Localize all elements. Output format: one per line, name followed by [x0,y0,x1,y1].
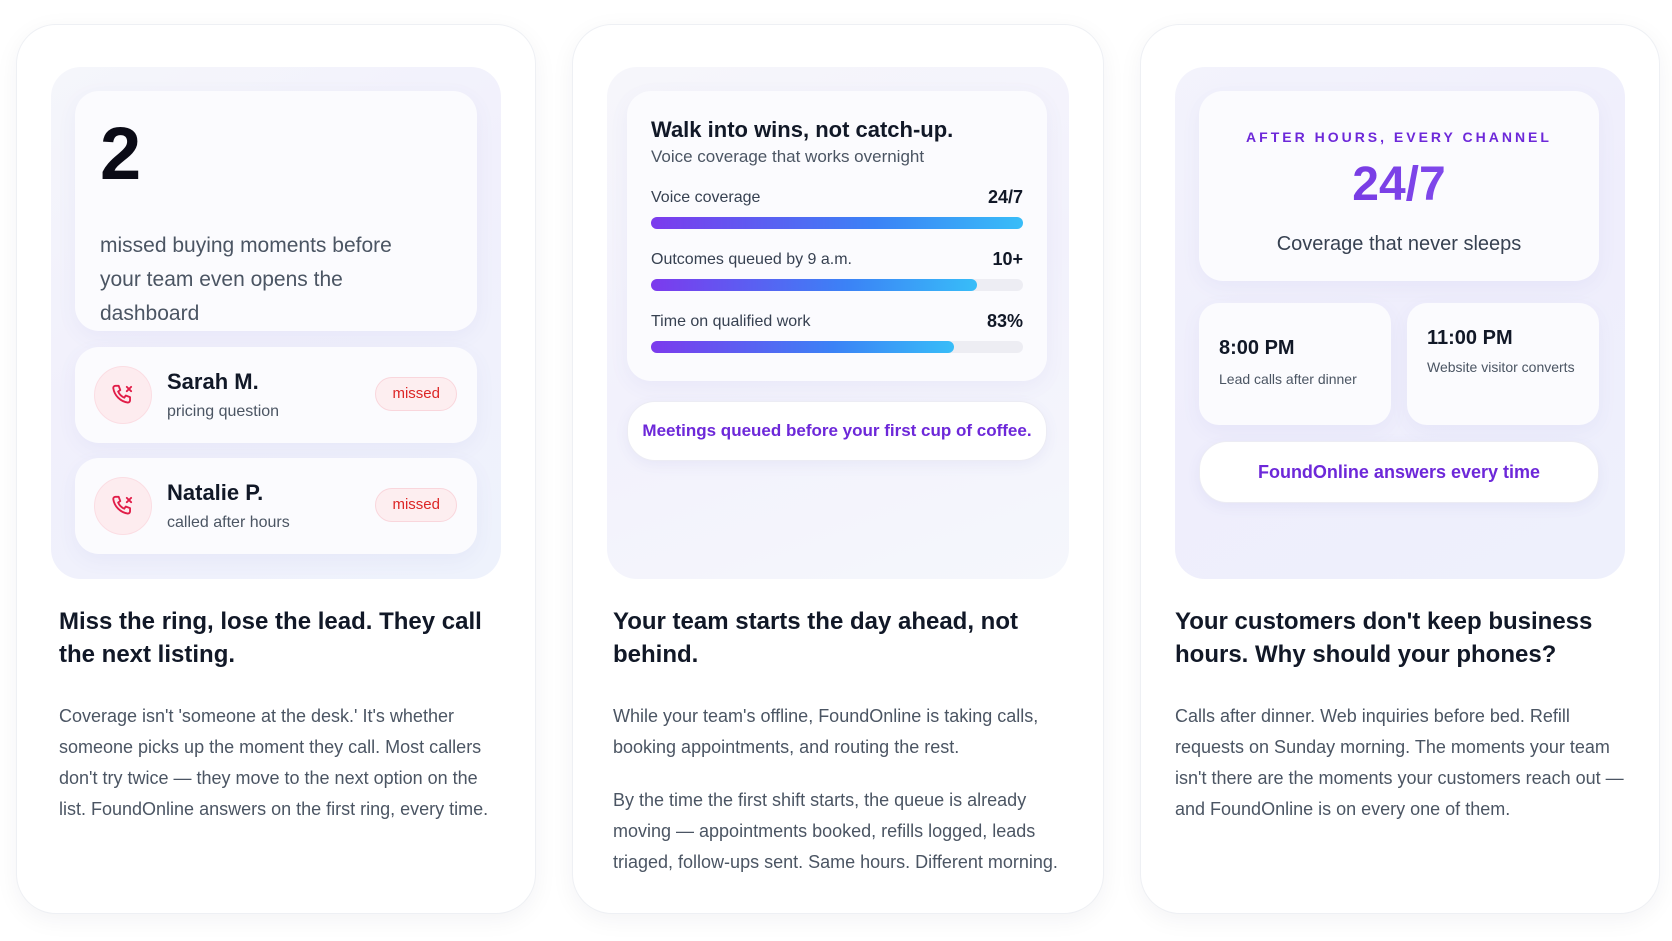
meetings-queued-pill: Meetings queued before your first cup of… [627,401,1047,461]
card-body: By the time the first shift starts, the … [613,790,1058,872]
metrics-box: Walk into wins, not catch-up. Voice cove… [627,91,1047,381]
metrics-title: Walk into wins, not catch-up. [651,117,954,142]
caller-detail: called after hours [167,514,290,531]
missed-count: 2 [100,112,142,195]
caller-name: Sarah M. [167,369,259,394]
time-card: 11:00 PM Website visitor converts [1407,303,1599,425]
caller-row: Sarah M. pricing question missed [75,347,477,443]
card-body: While your team's offline, FoundOnline i… [613,706,1039,757]
time-description: Lead calls after dinner [1219,371,1357,387]
metric-label: Time on qualified work [651,313,811,330]
progress-fill [651,341,955,353]
progress-fill [651,217,1023,229]
caller-name: Natalie P. [167,480,264,505]
card-heading: Your customers don't keep business hours… [1175,608,1593,668]
missed-stat-box: 2 missed buying moments before your team… [75,91,477,331]
metric-label: Voice coverage [651,189,761,206]
metric-value: 83% [986,311,1023,331]
time-label: 11:00 PM [1427,327,1513,349]
missed-badge: missed [375,488,457,522]
after-hours-panel: AFTER HOURS, EVERY CHANNEL 24/7 Coverage… [1175,67,1625,579]
missed-badge: missed [375,377,457,411]
caller-detail: pricing question [167,403,280,420]
phone-missed-icon [94,477,152,535]
team-ahead-card: Walk into wins, not catch-up. Voice cove… [572,24,1104,914]
metrics-subtitle: Voice coverage that works overnight [651,147,925,166]
missed-stat-text: missed buying moments before your team e… [100,234,392,325]
phone-missed-icon [94,366,152,424]
card-heading: Miss the ring, lose the lead. They call … [59,608,482,668]
progress-fill [651,279,977,291]
missed-moments-card: 2 missed buying moments before your team… [16,24,536,914]
coverage-subtitle: Coverage that never sleeps [1276,233,1522,255]
caller-row: Natalie P. called after hours missed [75,458,477,554]
card-body: Calls after dinner. Web inquiries before… [1175,706,1624,819]
progress-track [651,217,1023,229]
time-card: 8:00 PM Lead calls after dinner [1199,303,1391,425]
team-ahead-panel: Walk into wins, not catch-up. Voice cove… [607,67,1069,579]
metric-label: Outcomes queued by 9 a.m. [651,251,852,268]
card-heading: Your team starts the day ahead, not behi… [613,608,1018,668]
coverage-stat: 24/7 [1199,158,1599,212]
answers-every-time-pill: FoundOnline answers every time [1199,441,1599,503]
time-label: 8:00 PM [1219,337,1295,359]
progress-track [651,341,1023,353]
missed-moments-panel: 2 missed buying moments before your team… [51,67,501,579]
after-hours-card: AFTER HOURS, EVERY CHANNEL 24/7 Coverage… [1140,24,1660,914]
card-body: Coverage isn't 'someone at the desk.' It… [59,706,489,819]
metric-value: 24/7 [987,187,1023,207]
progress-track [651,279,1023,291]
time-description: Website visitor converts [1427,359,1575,375]
coverage-box: AFTER HOURS, EVERY CHANNEL 24/7 Coverage… [1199,91,1599,281]
eyebrow-label: AFTER HOURS, EVERY CHANNEL [1246,129,1552,145]
metric-value: 10+ [992,249,1023,269]
